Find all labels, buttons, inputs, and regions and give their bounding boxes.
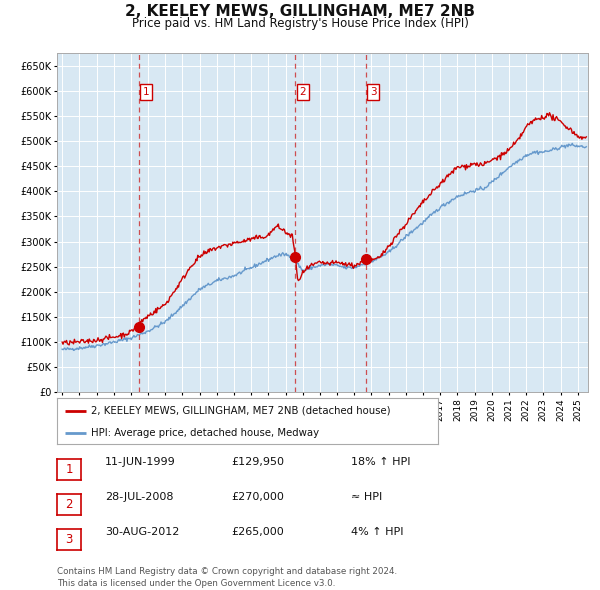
Text: 2, KEELEY MEWS, GILLINGHAM, ME7 2NB: 2, KEELEY MEWS, GILLINGHAM, ME7 2NB (125, 4, 475, 19)
Text: Price paid vs. HM Land Registry's House Price Index (HPI): Price paid vs. HM Land Registry's House … (131, 17, 469, 30)
Text: 18% ↑ HPI: 18% ↑ HPI (351, 457, 410, 467)
Text: 3: 3 (370, 87, 377, 97)
Text: 1: 1 (65, 463, 73, 476)
Text: 30-AUG-2012: 30-AUG-2012 (105, 527, 179, 537)
Text: £265,000: £265,000 (231, 527, 284, 537)
Text: £129,950: £129,950 (231, 457, 284, 467)
Text: 2: 2 (299, 87, 306, 97)
Text: ≈ HPI: ≈ HPI (351, 492, 382, 502)
Text: 28-JUL-2008: 28-JUL-2008 (105, 492, 173, 502)
Text: Contains HM Land Registry data © Crown copyright and database right 2024.
This d: Contains HM Land Registry data © Crown c… (57, 567, 397, 588)
Text: HPI: Average price, detached house, Medway: HPI: Average price, detached house, Medw… (91, 428, 319, 438)
Text: 3: 3 (65, 533, 73, 546)
Text: 2, KEELEY MEWS, GILLINGHAM, ME7 2NB (detached house): 2, KEELEY MEWS, GILLINGHAM, ME7 2NB (det… (91, 405, 391, 415)
Text: 4% ↑ HPI: 4% ↑ HPI (351, 527, 404, 537)
Text: 11-JUN-1999: 11-JUN-1999 (105, 457, 176, 467)
Text: 1: 1 (143, 87, 149, 97)
Text: £270,000: £270,000 (231, 492, 284, 502)
Text: 2: 2 (65, 498, 73, 511)
